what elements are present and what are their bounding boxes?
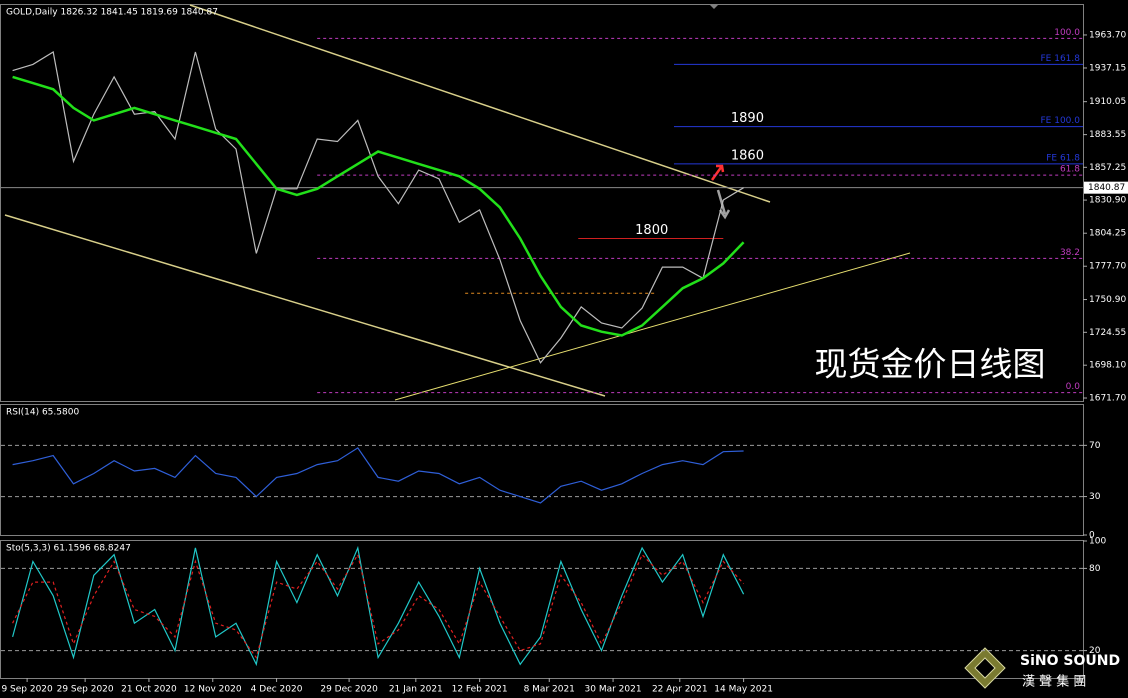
y-tick-label: 1750.90 xyxy=(1089,295,1126,305)
y-tick-label: 1910.05 xyxy=(1089,97,1126,107)
level-label: 38.2 xyxy=(1060,248,1080,258)
series-line xyxy=(12,553,745,659)
level-label: FE 161.8 xyxy=(1041,54,1081,64)
shift-marker xyxy=(709,4,719,9)
x-tick-label: 22 Apr 2021 xyxy=(652,685,708,695)
series-line xyxy=(12,447,744,504)
x-tick-label: 30 Mar 2021 xyxy=(585,685,642,695)
x-tick-label: 12 Nov 2020 xyxy=(184,685,242,695)
y-tick-label: 1777.70 xyxy=(1089,262,1126,272)
logo-text: SiNO SOUND xyxy=(1020,653,1120,669)
y-tick-label: 0 xyxy=(1089,531,1095,541)
level-note: 1800 xyxy=(635,223,668,238)
level-label: FE 100.0 xyxy=(1041,116,1081,126)
level-note: 1890 xyxy=(731,111,764,126)
x-tick-label: 21 Jan 2021 xyxy=(389,685,443,695)
y-tick-label: 1724.55 xyxy=(1089,328,1126,338)
series-line xyxy=(12,51,744,364)
y-tick-label: 70 xyxy=(1089,441,1101,451)
trend-line xyxy=(394,252,911,401)
x-tick-label: 4 Dec 2020 xyxy=(251,685,303,695)
down-arrow xyxy=(716,189,731,220)
series-line xyxy=(12,545,745,667)
trend-line xyxy=(4,214,606,397)
y-tick-label: 1883.55 xyxy=(1089,130,1126,140)
y-tick-label: 20 xyxy=(1089,646,1101,656)
y-tick-label: 1857.25 xyxy=(1089,163,1126,173)
stoch-panel-frame xyxy=(0,540,1084,679)
last-price-label: 1840.87 xyxy=(1088,183,1125,193)
panel-title: Sto(5,3,3) 61.1596 68.8247 xyxy=(6,544,131,554)
up-arrow xyxy=(710,164,725,181)
y-tick-label: 1671.70 xyxy=(1089,394,1126,404)
panel-title: GOLD,Daily 1826.32 1841.45 1819.69 1840.… xyxy=(6,8,218,18)
y-tick-label: 1963.70 xyxy=(1089,30,1126,40)
x-tick-label: 12 Feb 2021 xyxy=(452,685,508,695)
x-tick-label: 14 May 2021 xyxy=(714,685,773,695)
watermark: 现货金价日线图 xyxy=(815,345,1046,384)
x-tick-label: 9 Sep 2020 xyxy=(1,685,53,695)
series-line xyxy=(12,75,745,337)
logo: SiNO SOUND 漢 聲 集 團 xyxy=(964,647,1120,690)
y-tick-label: 1698.10 xyxy=(1089,361,1126,371)
x-tick-label: 29 Sep 2020 xyxy=(57,685,114,695)
last-price-box xyxy=(1084,181,1128,194)
x-tick-label: 8 Mar 2021 xyxy=(524,685,575,695)
y-tick-label: 1804.25 xyxy=(1089,229,1126,239)
logo-subtext: 漢 聲 集 團 xyxy=(1022,674,1086,690)
y-tick-label: 100 xyxy=(1089,537,1106,547)
trend-line xyxy=(189,4,771,203)
y-tick-label: 1937.15 xyxy=(1089,63,1126,73)
panel-title: RSI(14) 65.5800 xyxy=(6,408,79,418)
level-label: 100.0 xyxy=(1054,28,1080,38)
y-tick-label: 80 xyxy=(1089,564,1101,574)
rsi-panel-frame xyxy=(0,404,1084,536)
logo-mark xyxy=(974,657,996,679)
level-note: 1860 xyxy=(731,148,764,163)
x-tick-label: 21 Oct 2020 xyxy=(121,685,177,695)
y-tick-label: 1830.90 xyxy=(1089,196,1126,206)
y-tick-label: 30 xyxy=(1089,492,1101,502)
main-panel-frame xyxy=(0,4,1084,402)
x-tick-label: 29 Dec 2020 xyxy=(320,685,378,695)
level-label: 0.0 xyxy=(1066,382,1081,392)
level-label: FE 61.8 xyxy=(1046,153,1080,163)
level-label: 61.8 xyxy=(1060,165,1080,175)
